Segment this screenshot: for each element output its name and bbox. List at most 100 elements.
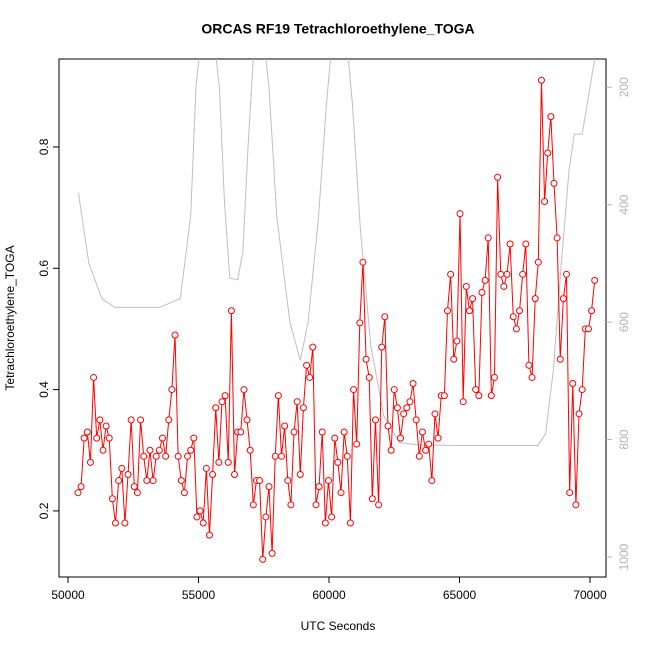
data-point	[177, 477, 185, 485]
data-point	[287, 501, 295, 509]
data-point	[180, 489, 188, 497]
data-point	[328, 513, 336, 521]
data-point	[525, 361, 533, 369]
data-point	[149, 477, 157, 485]
data-point	[412, 416, 420, 424]
data-point	[537, 76, 545, 84]
data-point	[397, 434, 405, 442]
data-point	[472, 386, 480, 394]
data-point	[553, 234, 561, 242]
data-point	[559, 295, 567, 303]
data-point	[90, 373, 98, 381]
data-point	[447, 270, 455, 278]
data-point	[212, 404, 220, 412]
data-point	[205, 531, 213, 539]
data-point	[256, 477, 264, 485]
data-point	[378, 343, 386, 351]
data-point	[299, 404, 307, 412]
x-tick-label: 70000	[573, 588, 607, 602]
data-point	[462, 282, 470, 290]
data-point	[531, 295, 539, 303]
data-point	[440, 392, 448, 400]
data-point	[193, 513, 201, 521]
data-point	[290, 428, 298, 436]
data-point	[487, 392, 495, 400]
data-point	[481, 276, 489, 284]
data-point	[346, 519, 354, 527]
data-point	[428, 477, 436, 485]
data-point	[500, 282, 508, 290]
data-point	[309, 343, 317, 351]
data-point	[509, 313, 517, 321]
y2-tick-label: 1000	[617, 543, 631, 570]
data-point	[121, 519, 129, 527]
data-point	[340, 428, 348, 436]
data-point	[165, 416, 173, 424]
data-point	[478, 289, 486, 297]
data-point	[584, 325, 592, 333]
data-point	[368, 495, 376, 503]
data-point	[202, 464, 210, 472]
data-point	[541, 198, 549, 206]
y2-tick-label: 800	[617, 429, 631, 449]
data-point	[218, 398, 226, 406]
data-point	[588, 307, 596, 315]
data-point	[519, 270, 527, 278]
data-point	[331, 434, 339, 442]
data-point	[268, 549, 276, 557]
data-point	[469, 295, 477, 303]
data-point	[550, 179, 558, 187]
x-tick-label: 60000	[312, 588, 346, 602]
x-tick-label: 55000	[182, 588, 216, 602]
data-point	[506, 240, 514, 248]
data-point	[215, 458, 223, 466]
data-point	[227, 307, 235, 315]
data-point	[262, 513, 270, 521]
data-point	[569, 380, 577, 388]
data-point	[83, 428, 91, 436]
data-point	[190, 434, 198, 442]
data-point	[162, 452, 170, 460]
data-point	[187, 446, 195, 454]
y2-tick-label: 200	[617, 77, 631, 97]
data-point	[324, 477, 332, 485]
data-point	[249, 501, 257, 509]
data-point	[112, 519, 120, 527]
data-point	[556, 355, 564, 363]
y2-tick-label: 400	[617, 194, 631, 214]
data-point	[572, 501, 580, 509]
data-point	[365, 373, 373, 381]
data-point	[431, 410, 439, 418]
data-point	[259, 555, 267, 563]
data-point	[96, 416, 104, 424]
data-point	[199, 519, 207, 527]
data-point	[563, 270, 571, 278]
data-point	[140, 452, 148, 460]
data-point	[343, 452, 351, 460]
data-point	[102, 422, 110, 430]
data-point	[105, 434, 113, 442]
data-point	[130, 483, 138, 491]
data-point	[484, 234, 492, 242]
data-point	[503, 270, 511, 278]
data-point	[146, 446, 154, 454]
data-point	[240, 386, 248, 394]
data-point	[381, 313, 389, 321]
data-point	[171, 331, 179, 339]
series-line	[77, 80, 596, 560]
data-point	[490, 373, 498, 381]
data-point	[350, 386, 358, 394]
data-point	[184, 452, 192, 460]
data-point	[450, 355, 458, 363]
data-point	[337, 489, 345, 497]
data-point	[243, 416, 251, 424]
data-point	[296, 470, 304, 478]
chart-title: ORCAS RF19 Tetrachloroethylene_TOGA	[201, 21, 474, 37]
data-point	[566, 489, 574, 497]
data-point	[77, 483, 85, 491]
data-point	[406, 398, 414, 406]
plot-frame	[58, 58, 607, 578]
data-point	[356, 319, 364, 327]
data-point	[544, 149, 552, 157]
